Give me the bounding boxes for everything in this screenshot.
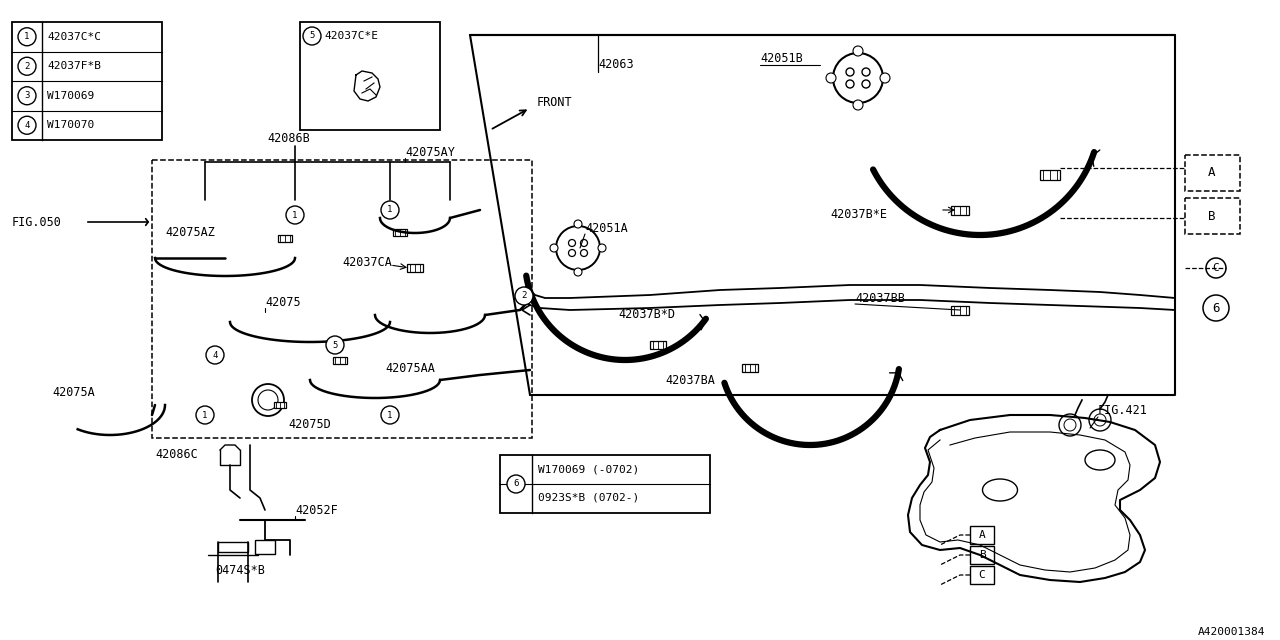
Bar bbox=[500, 455, 710, 513]
Circle shape bbox=[303, 27, 321, 45]
Text: 1: 1 bbox=[388, 410, 393, 419]
Bar bbox=[333, 357, 347, 364]
Text: 42052F: 42052F bbox=[294, 504, 338, 516]
Text: FIG.050: FIG.050 bbox=[12, 216, 61, 228]
Text: 2: 2 bbox=[24, 61, 29, 71]
Bar bbox=[951, 206, 969, 215]
Circle shape bbox=[381, 406, 399, 424]
Circle shape bbox=[556, 226, 600, 270]
Text: 42037BA: 42037BA bbox=[666, 374, 714, 387]
Text: 1: 1 bbox=[388, 205, 393, 214]
Circle shape bbox=[381, 201, 399, 219]
Text: 42037C*C: 42037C*C bbox=[47, 32, 101, 42]
Circle shape bbox=[18, 57, 36, 76]
Text: FIG.421: FIG.421 bbox=[1098, 403, 1148, 417]
Text: B: B bbox=[1208, 209, 1216, 223]
Text: 42051B: 42051B bbox=[760, 51, 803, 65]
Text: 42075AA: 42075AA bbox=[385, 362, 435, 374]
Circle shape bbox=[206, 346, 224, 364]
Bar bbox=[12, 22, 163, 140]
Text: 0474S*B: 0474S*B bbox=[215, 563, 265, 577]
Text: A: A bbox=[979, 530, 986, 540]
Circle shape bbox=[573, 268, 582, 276]
Circle shape bbox=[598, 244, 605, 252]
Text: 42037BB: 42037BB bbox=[855, 291, 905, 305]
Bar bbox=[300, 22, 440, 130]
Bar bbox=[1185, 155, 1240, 191]
Text: C: C bbox=[979, 570, 986, 580]
Bar bbox=[970, 526, 995, 544]
Bar bbox=[650, 341, 666, 349]
Text: C: C bbox=[1212, 263, 1220, 273]
Text: 2: 2 bbox=[521, 291, 526, 301]
Bar bbox=[1185, 198, 1240, 234]
Text: FRONT: FRONT bbox=[538, 97, 572, 109]
Text: 6: 6 bbox=[1212, 301, 1220, 314]
Text: W170070: W170070 bbox=[47, 120, 95, 131]
Circle shape bbox=[550, 244, 558, 252]
Text: 42037B*E: 42037B*E bbox=[829, 209, 887, 221]
Circle shape bbox=[833, 53, 883, 103]
Text: A: A bbox=[1208, 166, 1216, 179]
Text: 1: 1 bbox=[202, 410, 207, 419]
Text: 42075AY: 42075AY bbox=[404, 145, 454, 159]
Bar bbox=[951, 306, 969, 315]
Circle shape bbox=[18, 28, 36, 45]
Bar bbox=[152, 160, 532, 438]
Circle shape bbox=[852, 100, 863, 110]
Text: 5: 5 bbox=[310, 31, 315, 40]
Circle shape bbox=[285, 206, 305, 224]
Bar bbox=[742, 364, 758, 372]
Text: 42075A: 42075A bbox=[52, 385, 95, 399]
Bar bbox=[255, 540, 275, 554]
Text: A420001384: A420001384 bbox=[1198, 627, 1265, 637]
Text: B: B bbox=[979, 550, 986, 560]
Circle shape bbox=[196, 406, 214, 424]
Circle shape bbox=[881, 73, 890, 83]
Circle shape bbox=[852, 46, 863, 56]
Text: 1: 1 bbox=[24, 32, 29, 41]
Circle shape bbox=[507, 475, 525, 493]
Circle shape bbox=[1206, 258, 1226, 278]
Text: 42037B*D: 42037B*D bbox=[618, 308, 675, 321]
Text: 3: 3 bbox=[24, 92, 29, 100]
Text: 42086C: 42086C bbox=[155, 449, 197, 461]
Text: 42063: 42063 bbox=[598, 58, 634, 72]
Text: W170069 (-0702): W170069 (-0702) bbox=[538, 464, 639, 474]
Circle shape bbox=[1089, 409, 1111, 431]
Text: 42051A: 42051A bbox=[585, 221, 627, 234]
Bar bbox=[218, 542, 248, 552]
Circle shape bbox=[1203, 295, 1229, 321]
Circle shape bbox=[326, 336, 344, 354]
Bar bbox=[970, 546, 995, 564]
Text: 42037F*B: 42037F*B bbox=[47, 61, 101, 71]
Bar bbox=[970, 566, 995, 584]
Text: 4: 4 bbox=[212, 351, 218, 360]
Circle shape bbox=[515, 287, 532, 305]
Bar bbox=[393, 229, 407, 236]
Text: 5: 5 bbox=[333, 340, 338, 349]
Text: W170069: W170069 bbox=[47, 91, 95, 100]
Bar bbox=[278, 235, 292, 242]
Text: 42075AZ: 42075AZ bbox=[165, 227, 215, 239]
Circle shape bbox=[18, 87, 36, 105]
Text: 42037CA: 42037CA bbox=[342, 255, 392, 269]
Circle shape bbox=[252, 384, 284, 416]
Text: 42075D: 42075D bbox=[288, 419, 330, 431]
Text: 42037C*E: 42037C*E bbox=[324, 31, 378, 41]
Text: 6: 6 bbox=[513, 479, 518, 488]
Text: 42086B: 42086B bbox=[268, 131, 310, 145]
Circle shape bbox=[1059, 414, 1082, 436]
Text: 1: 1 bbox=[292, 211, 298, 220]
Text: 4: 4 bbox=[24, 121, 29, 130]
Bar bbox=[274, 402, 285, 408]
Circle shape bbox=[826, 73, 836, 83]
Circle shape bbox=[18, 116, 36, 134]
Bar bbox=[407, 264, 422, 272]
Text: 0923S*B (0702-): 0923S*B (0702-) bbox=[538, 493, 639, 503]
Bar bbox=[1039, 170, 1060, 180]
Text: 42075: 42075 bbox=[265, 296, 301, 308]
Circle shape bbox=[573, 220, 582, 228]
